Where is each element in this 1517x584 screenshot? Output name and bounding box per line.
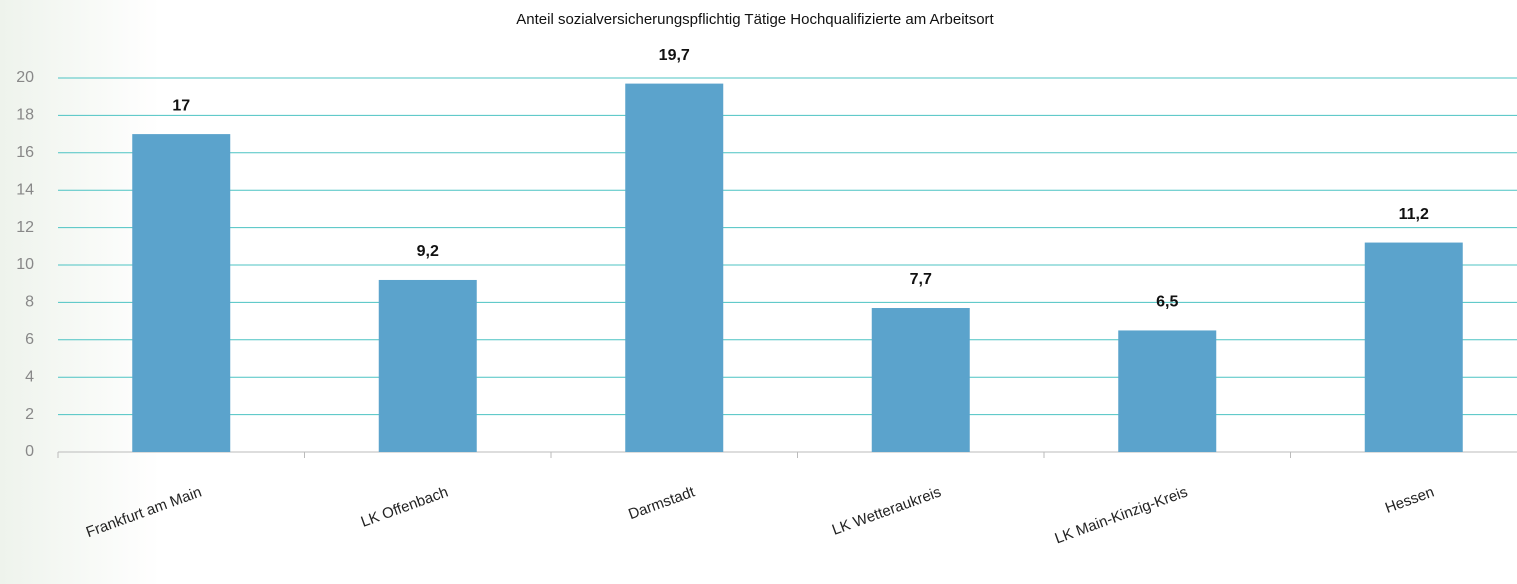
bar [871, 308, 970, 452]
x-tick-label: Hessen [1383, 484, 1437, 517]
y-tick-label: 2 [25, 406, 34, 423]
value-label: 17 [172, 97, 190, 114]
value-label: 7,7 [910, 271, 932, 288]
bar [378, 279, 477, 452]
y-tick-label: 4 [25, 368, 34, 385]
value-label: 9,2 [417, 243, 439, 260]
value-label: 19,7 [659, 47, 690, 64]
x-tick-label: LK Wetteraukreis [830, 484, 944, 539]
y-tick-label: 6 [25, 331, 34, 348]
value-label: 6,5 [1156, 294, 1178, 311]
x-tick-label: Darmstadt [626, 483, 698, 523]
bar [1118, 330, 1217, 452]
bar [132, 134, 231, 452]
y-tick-label: 20 [16, 69, 34, 86]
y-tick-label: 18 [16, 107, 34, 124]
x-tick-label: LK Main-Kinzig-Kreis [1053, 484, 1190, 548]
chart-title: Anteil sozialversicherungspflichtig Täti… [516, 11, 994, 28]
y-tick-label: 0 [25, 443, 34, 460]
y-tick-label: 14 [16, 181, 34, 198]
y-tick-label: 10 [16, 256, 34, 273]
bar [1364, 242, 1463, 452]
value-label: 11,2 [1399, 206, 1429, 223]
y-tick-label: 8 [25, 294, 34, 311]
y-tick-label: 12 [16, 219, 34, 236]
bar [625, 83, 724, 453]
y-tick-label: 16 [16, 144, 34, 161]
x-tick-label: LK Offenbach [359, 484, 451, 531]
